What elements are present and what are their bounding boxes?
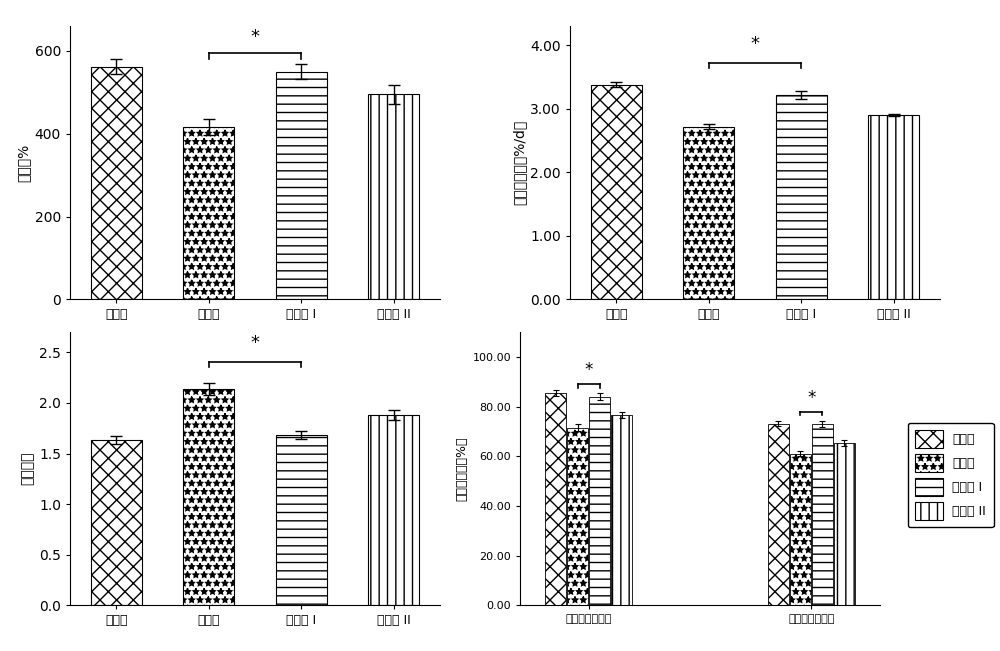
- Bar: [368, 415, 419, 605]
- Y-axis label: 表观消化率（%）: 表观消化率（%）: [455, 436, 468, 501]
- Bar: [368, 94, 419, 299]
- Bar: [776, 94, 827, 299]
- Y-axis label: 增重率%: 增重率%: [16, 144, 30, 182]
- Bar: [91, 66, 142, 299]
- Bar: [545, 393, 566, 605]
- Bar: [812, 424, 833, 605]
- Bar: [868, 115, 919, 299]
- Y-axis label: 饲料系数: 饲料系数: [21, 452, 35, 486]
- Legend: 正对照, 负对照, 处理组 I, 处理组 II: 正对照, 负对照, 处理组 I, 处理组 II: [908, 423, 994, 527]
- Bar: [591, 85, 642, 299]
- Bar: [834, 443, 855, 605]
- Text: *: *: [807, 389, 816, 407]
- Text: *: *: [250, 334, 260, 352]
- Bar: [183, 127, 234, 299]
- Bar: [91, 440, 142, 605]
- Y-axis label: 特定生长率（%/d）: 特定生长率（%/d）: [512, 120, 526, 205]
- Text: *: *: [750, 35, 760, 53]
- Bar: [276, 436, 327, 605]
- Text: *: *: [584, 361, 593, 380]
- Bar: [276, 72, 327, 299]
- Bar: [183, 389, 234, 605]
- Bar: [567, 428, 588, 605]
- Bar: [683, 126, 734, 299]
- Bar: [790, 454, 811, 605]
- Text: *: *: [250, 28, 260, 46]
- Bar: [768, 424, 789, 605]
- Bar: [611, 415, 632, 605]
- Bar: [589, 396, 610, 605]
